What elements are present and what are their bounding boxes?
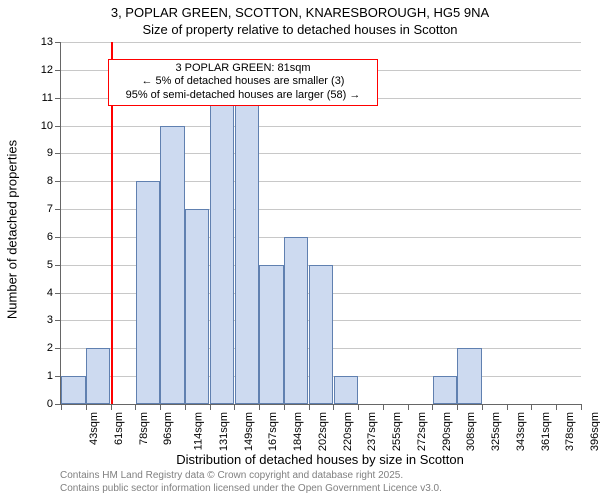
y-tick-label: 13	[41, 36, 53, 48]
chart-title-line2: Size of property relative to detached ho…	[0, 22, 600, 37]
annotation-line-2: ← 5% of detached houses are smaller (3)	[113, 75, 373, 89]
histogram-bar	[284, 237, 308, 404]
x-tick	[86, 404, 87, 410]
gridline	[61, 42, 581, 43]
y-tick	[55, 376, 61, 377]
y-tick	[55, 237, 61, 238]
x-tick	[160, 404, 161, 410]
y-tick-label: 2	[47, 342, 53, 354]
y-tick-label: 8	[47, 175, 53, 187]
x-tick-label: 255sqm	[391, 412, 403, 451]
x-tick	[333, 404, 334, 410]
x-tick	[284, 404, 285, 410]
y-tick-label: 1	[47, 370, 53, 382]
x-tick	[210, 404, 211, 410]
x-tick-label: 290sqm	[441, 412, 453, 451]
y-tick-label: 12	[41, 64, 53, 76]
x-tick	[135, 404, 136, 410]
x-tick	[581, 404, 582, 410]
y-tick	[55, 348, 61, 349]
x-tick	[531, 404, 532, 410]
plot-area: 01234567891011121343sqm61sqm78sqm96sqm11…	[60, 42, 581, 405]
footer-line1: Contains HM Land Registry data © Crown c…	[60, 470, 442, 483]
x-tick-label: 61sqm	[113, 412, 125, 445]
x-tick-label: 343sqm	[515, 412, 527, 451]
y-tick-label: 3	[47, 314, 53, 326]
x-tick-label: 361sqm	[540, 412, 552, 451]
attribution-footer: Contains HM Land Registry data © Crown c…	[60, 470, 442, 495]
y-tick	[55, 320, 61, 321]
x-tick-label: 96sqm	[162, 412, 174, 445]
y-tick	[55, 70, 61, 71]
x-tick-label: 78sqm	[138, 412, 150, 445]
x-tick	[482, 404, 483, 410]
x-tick-label: 378sqm	[565, 412, 577, 451]
histogram-bar	[259, 265, 283, 404]
x-tick	[234, 404, 235, 410]
x-axis-label: Distribution of detached houses by size …	[60, 452, 580, 467]
y-tick	[55, 265, 61, 266]
y-tick-label: 6	[47, 231, 53, 243]
x-tick	[408, 404, 409, 410]
y-tick-label: 7	[47, 203, 53, 215]
x-tick-label: 149sqm	[243, 412, 255, 451]
x-tick-label: 184sqm	[292, 412, 304, 451]
x-tick	[358, 404, 359, 410]
gridline	[61, 126, 581, 127]
histogram-bar	[309, 265, 333, 404]
histogram-bar	[61, 376, 85, 404]
x-tick-label: 43sqm	[88, 412, 100, 445]
x-tick-label: 202sqm	[317, 412, 329, 451]
x-tick	[383, 404, 384, 410]
y-tick	[55, 293, 61, 294]
x-tick-label: 131sqm	[218, 412, 230, 451]
y-tick-label: 4	[47, 287, 53, 299]
x-tick-label: 396sqm	[589, 412, 600, 451]
histogram-bar	[136, 181, 160, 404]
x-tick-label: 237sqm	[367, 412, 379, 451]
histogram-bar	[210, 98, 234, 404]
histogram-bar	[185, 209, 209, 404]
x-tick-label: 272sqm	[416, 412, 428, 451]
histogram-bar	[86, 348, 110, 404]
y-tick	[55, 153, 61, 154]
x-tick-label: 308sqm	[466, 412, 478, 451]
y-tick	[55, 42, 61, 43]
annotation-line-1: 3 POPLAR GREEN: 81sqm	[113, 62, 373, 76]
y-tick-label: 0	[47, 398, 53, 410]
x-tick-label: 220sqm	[342, 412, 354, 451]
x-tick	[457, 404, 458, 410]
y-tick-label: 5	[47, 259, 53, 271]
x-tick-label: 114sqm	[192, 412, 204, 450]
x-tick	[309, 404, 310, 410]
histogram-bar	[235, 98, 259, 404]
histogram-bar	[457, 348, 481, 404]
y-tick	[55, 181, 61, 182]
x-tick	[556, 404, 557, 410]
x-tick	[185, 404, 186, 410]
footer-line2: Contains public sector information licen…	[60, 483, 442, 496]
annotation-box: 3 POPLAR GREEN: 81sqm← 5% of detached ho…	[108, 59, 378, 106]
histogram-bar	[160, 126, 184, 404]
y-tick	[55, 126, 61, 127]
chart-title-line1: 3, POPLAR GREEN, SCOTTON, KNARESBOROUGH,…	[0, 5, 600, 20]
y-tick-label: 11	[42, 92, 53, 104]
x-tick	[432, 404, 433, 410]
y-tick	[55, 209, 61, 210]
x-tick-label: 325sqm	[490, 412, 502, 451]
y-tick	[55, 98, 61, 99]
histogram-bar	[433, 376, 457, 404]
x-tick	[259, 404, 260, 410]
gridline	[61, 153, 581, 154]
histogram-bar	[334, 376, 358, 404]
x-tick	[61, 404, 62, 410]
x-tick-label: 167sqm	[267, 412, 279, 451]
y-tick-label: 9	[47, 147, 53, 159]
y-tick-label: 10	[41, 120, 53, 132]
y-axis-label: Number of detached properties	[5, 49, 20, 411]
annotation-line-3: 95% of semi-detached houses are larger (…	[113, 89, 373, 103]
x-tick	[111, 404, 112, 410]
x-tick	[507, 404, 508, 410]
